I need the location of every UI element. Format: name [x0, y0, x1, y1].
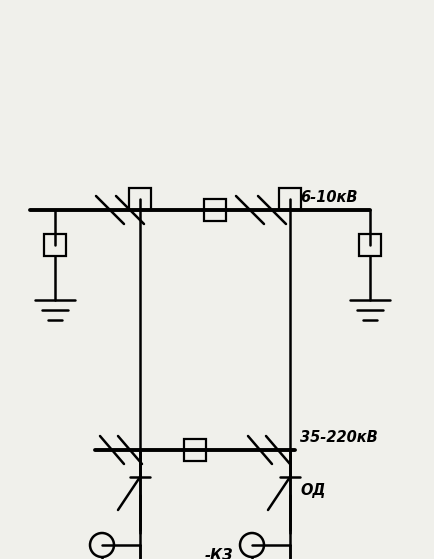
Text: 6-10кВ: 6-10кВ — [300, 190, 358, 205]
Text: -КЗ: -КЗ — [205, 547, 233, 559]
Text: 35-220кВ: 35-220кВ — [300, 430, 378, 445]
Text: ОД: ОД — [300, 482, 326, 498]
